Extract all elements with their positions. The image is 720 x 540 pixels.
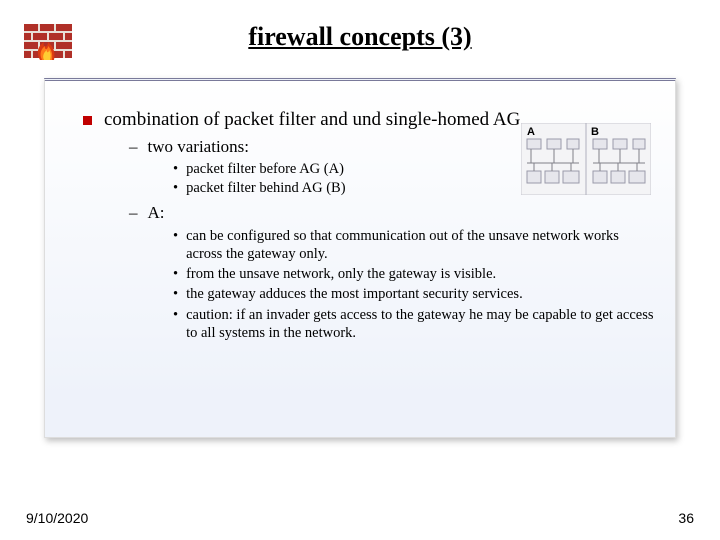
- dash-icon: –: [129, 137, 138, 157]
- topology-diagram-icon: A B: [521, 123, 651, 195]
- slide: firewall concepts (3) A B: [0, 0, 720, 540]
- main-bullet-text: combination of packet filter and und sin…: [104, 109, 520, 131]
- dot-icon: •: [173, 285, 178, 303]
- list-item: the gateway adduces the most important s…: [186, 285, 523, 303]
- sub-variations-label: two variations:: [148, 137, 250, 157]
- dot-icon: •: [173, 265, 178, 283]
- slide-title: firewall concepts (3): [26, 22, 694, 52]
- diagram-label-a: A: [527, 126, 535, 138]
- dot-icon: •: [173, 306, 178, 324]
- footer-date: 9/10/2020: [26, 510, 88, 526]
- list-item: caution: if an invader gets access to th…: [186, 306, 655, 342]
- sub-a-items: • can be configured so that communication…: [173, 227, 655, 342]
- firewall-logo-icon: [22, 20, 74, 62]
- dot-icon: •: [173, 227, 178, 245]
- list-item: can be configured so that communication …: [186, 227, 655, 263]
- list-item: from the unsave network, only the gatewa…: [186, 265, 496, 283]
- footer-page-number: 36: [678, 510, 694, 526]
- list-item: packet filter before AG (A): [186, 161, 344, 178]
- sub-a-label: A:: [148, 203, 165, 223]
- dash-icon: –: [129, 203, 138, 223]
- list-item: packet filter behind AG (B): [186, 180, 345, 197]
- bullet-square-icon: [83, 116, 92, 125]
- diagram-label-b: B: [591, 126, 599, 138]
- content-frame: A B combination of packet filter and und…: [44, 78, 676, 438]
- dot-icon: •: [173, 180, 178, 197]
- sub-a: – A:: [129, 203, 655, 223]
- dot-icon: •: [173, 161, 178, 178]
